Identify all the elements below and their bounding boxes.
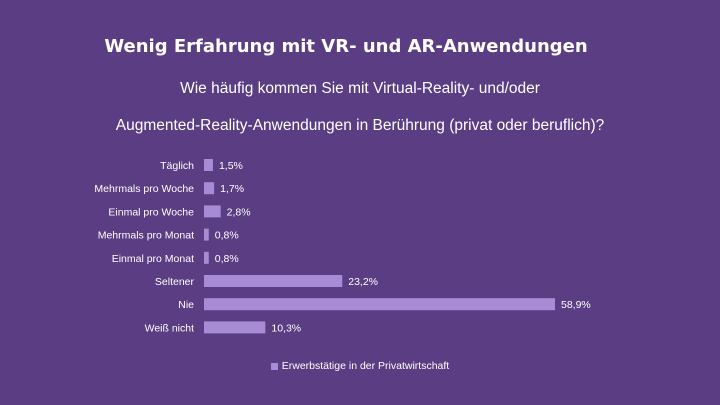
value-label: 1,5% bbox=[219, 160, 243, 172]
value-label: 2,8% bbox=[227, 206, 251, 218]
value-label: 23,2% bbox=[348, 276, 378, 288]
bar bbox=[204, 182, 215, 195]
category-label: Seltener bbox=[155, 276, 195, 288]
chart-legend: Erwerbstätige in der Privatwirtschaft bbox=[0, 360, 720, 372]
chart-subtitle-line1: Wie häufig kommen Sie mit Virtual-Realit… bbox=[180, 80, 540, 97]
value-label: 0,8% bbox=[215, 253, 239, 265]
category-label: Einmal pro Monat bbox=[112, 253, 194, 265]
value-label: 10,3% bbox=[271, 322, 301, 334]
chart-subtitle-line2: Augmented-Reality-Anwendungen in Berühru… bbox=[115, 117, 605, 134]
legend-swatch bbox=[270, 362, 278, 370]
bar bbox=[204, 205, 221, 218]
category-label: Mehrmals pro Woche bbox=[94, 183, 194, 195]
value-label: 0,8% bbox=[215, 230, 239, 242]
category-label: Nie bbox=[178, 299, 194, 311]
value-label: 58,9% bbox=[561, 299, 591, 311]
category-label: Mehrmals pro Monat bbox=[98, 230, 194, 242]
chart-title: Wenig Erfahrung mit VR- und AR-Anwendung… bbox=[104, 36, 588, 57]
bar-chart: Täglich 1,5% Mehrmals pro Woche 1,7% Einmal … bbox=[94, 159, 591, 334]
bar bbox=[204, 298, 555, 311]
category-label: Weiß nicht bbox=[145, 322, 194, 334]
bar bbox=[204, 159, 213, 171]
category-label: Einmal pro Woche bbox=[108, 206, 194, 218]
bar bbox=[204, 228, 209, 241]
category-label: Täglich bbox=[160, 160, 194, 172]
value-label: 1,7% bbox=[220, 183, 244, 195]
bar bbox=[204, 275, 343, 287]
bar bbox=[204, 321, 266, 334]
legend-label: Erwerbstätige in der Privatwirtschaft bbox=[281, 360, 450, 372]
bar bbox=[204, 251, 209, 264]
